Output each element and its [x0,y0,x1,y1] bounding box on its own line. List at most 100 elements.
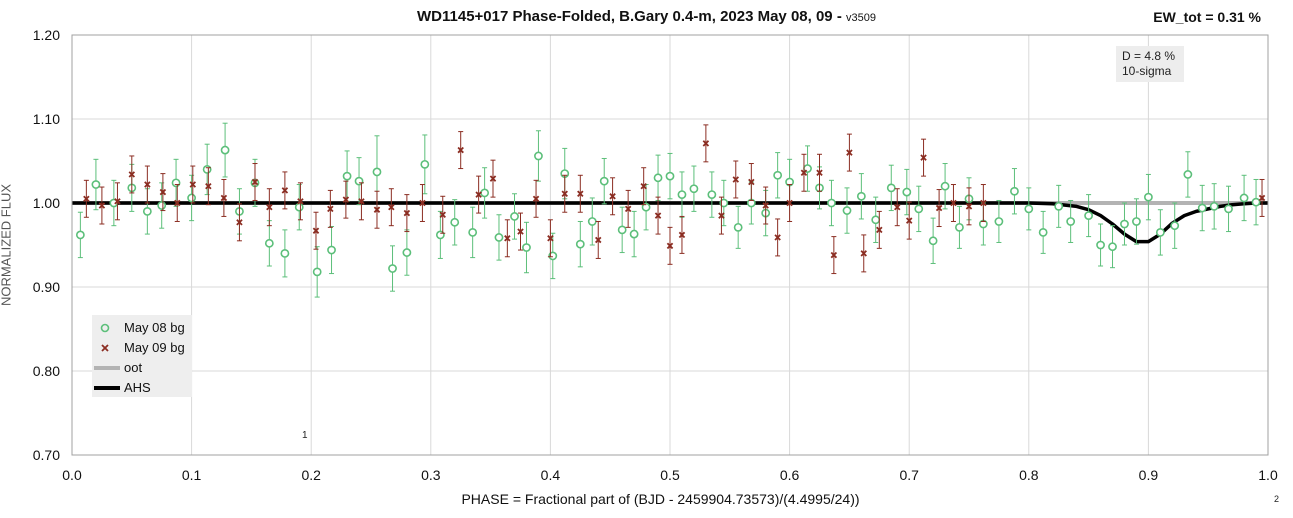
x-tick-label: 0.8 [1019,467,1039,483]
x-tick-label: 0.1 [182,467,202,483]
data-point-may08 [940,163,950,210]
y-tick-label: 1.00 [33,195,60,211]
marker-may08 [264,238,274,248]
marker-may09 [189,181,197,188]
marker-may09 [220,194,228,202]
marker-may08 [856,191,866,201]
data-point-may08 [342,150,352,202]
marker-may09 [504,235,511,242]
data-point-may09 [774,218,781,257]
black-line-icon [94,386,120,390]
marker-may09 [816,169,823,176]
data-point-may09 [114,182,121,221]
marker-may08 [707,190,717,199]
marker-may09 [144,181,151,188]
legend-item-ahs: AHS [92,379,192,397]
marker-may08 [522,243,531,252]
plot-frame [71,34,1269,456]
data-point-may09 [965,187,973,226]
depth-annotation-box: D = 4.8 % 10-sigma [1116,46,1184,82]
marker-may09 [439,211,446,218]
marker-may09 [547,235,554,242]
marker-may08 [312,267,322,277]
legend-item-oot: oot [92,359,192,377]
marker-may09 [876,226,883,234]
data-point-may08 [587,197,597,246]
data-point-may09 [950,184,957,222]
marker-may08 [142,206,152,216]
data-point-may08 [534,130,543,182]
marker-may09 [654,212,662,219]
data-point-may09 [388,188,395,227]
data-point-may09 [860,234,867,273]
marker-may08 [629,229,639,239]
marker-may09 [358,198,365,205]
data-point-may09 [373,190,381,229]
data-point-may08 [1024,187,1034,231]
marker-may09 [935,204,943,212]
marker-may08 [1239,193,1249,203]
data-point-may09 [654,196,662,235]
marker-may09 [800,169,808,176]
marker-may08 [1120,219,1129,229]
legend-label-may08: May 08 bg [124,320,185,335]
data-point-may08 [902,168,912,216]
data-point-may09 [561,174,568,213]
data-point-may09 [762,186,769,225]
data-point-may09 [205,167,212,206]
marker-may08 [955,222,964,232]
data-point-may08 [1170,202,1180,249]
data-point-may09 [595,220,602,259]
marker-may09 [577,190,584,197]
data-point-may09 [342,180,350,219]
data-point-may08 [220,122,230,178]
data-point-may09 [489,159,497,198]
data-point-may09 [220,178,228,217]
data-point-may08 [171,158,181,207]
x-tick-label: 0.0 [62,467,82,483]
marker-may09 [762,202,769,209]
y-tick-label: 1.10 [33,111,60,127]
depth-sigma: 10-sigma [1122,64,1172,78]
marker-may09 [718,212,725,219]
marker-may08 [871,215,881,225]
data-point-may08 [109,179,119,227]
marker-may09 [489,175,497,182]
x-axis-label: PHASE = Fractional part of (BJD - 245990… [461,491,860,507]
marker-may08 [1038,227,1048,237]
data-point-may09 [876,210,883,249]
data-point-may08 [480,167,490,219]
marker-may08 [1197,203,1207,213]
x-marker-icon [101,344,109,352]
data-point-may08 [928,217,938,264]
marker-may08 [928,236,938,246]
data-point-may09 [144,165,151,204]
marker-may08 [733,222,743,232]
chart-title: WD1145+017 Phase-Folded, B.Gary 0.4-m, 2… [0,8,1293,25]
marker-may09 [609,193,616,200]
legend-label-oot: oot [124,360,143,375]
gray-line-icon [94,366,120,370]
marker-may08 [1084,211,1093,220]
y-tick-label: 0.80 [33,363,60,379]
data-point-may08 [677,171,687,218]
data-point-may09 [297,182,304,221]
marker-may09 [174,199,181,207]
marker-may08 [587,217,597,226]
x-tick-label: 0.4 [541,467,561,483]
marker-may09 [251,178,259,186]
marker-may09 [236,219,243,226]
data-point-may09 [547,219,554,258]
marker-may09 [83,195,90,203]
marker-may08 [202,164,212,174]
marker-may09 [965,203,973,210]
marker-may08 [827,198,836,208]
x-tick-label: 0.6 [780,467,800,483]
marker-may09 [297,198,304,205]
marker-may08 [327,245,336,255]
data-point-may08 [294,184,304,231]
data-point-may09 [920,138,927,177]
marker-may08 [280,248,290,258]
data-point-may09 [1258,178,1266,217]
